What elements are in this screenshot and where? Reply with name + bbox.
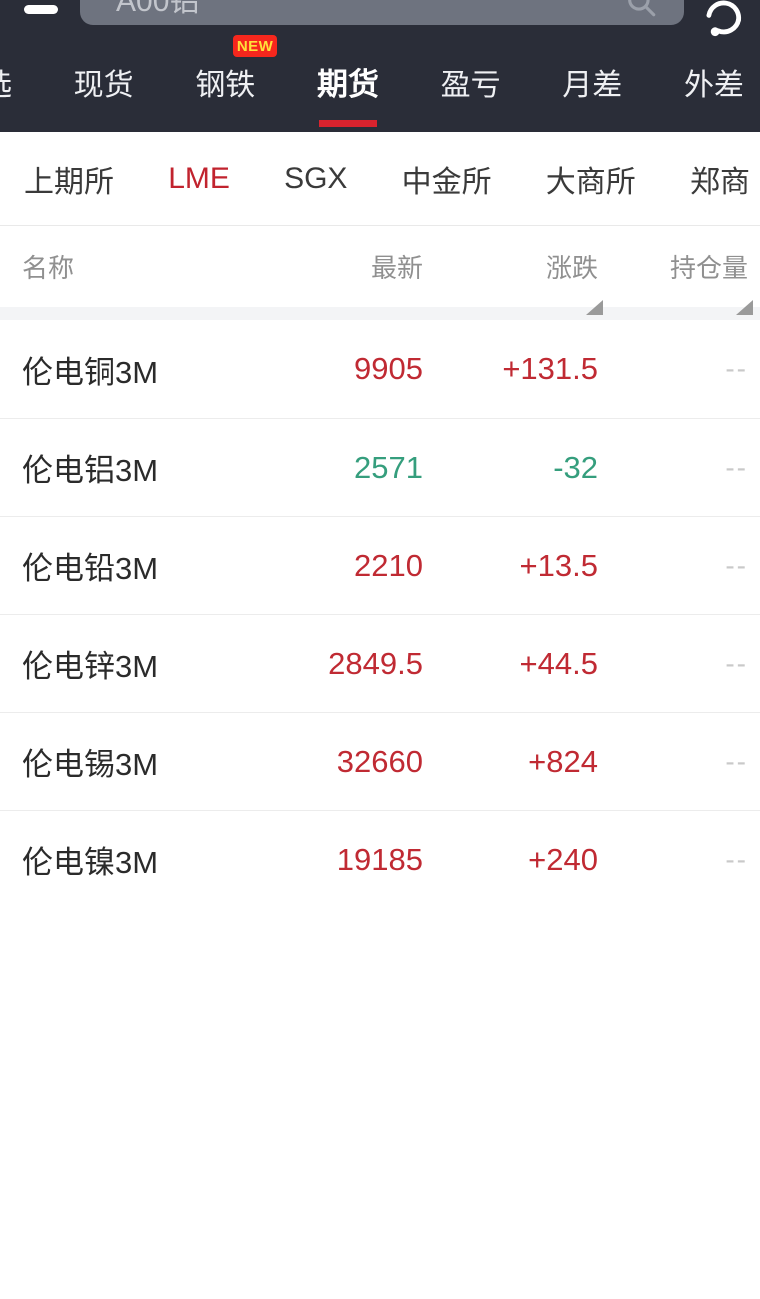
quote-row-tin[interactable]: 伦电锡3M 32660 +824 -- [0, 712, 760, 810]
nav-tab-pnl[interactable]: 盈亏 [440, 68, 501, 102]
open-interest: -- [725, 745, 748, 777]
app-header: A00铝 选 现货 钢铁 NEW 期货 盈亏 月差 外差 [0, 0, 760, 132]
contract-name: 伦电铅3M [22, 551, 159, 586]
header-col-change[interactable]: 涨跌 [423, 248, 603, 315]
nav-tab-external-spread[interactable]: 外差 [683, 68, 744, 102]
main-nav-tabs: 选 现货 钢铁 NEW 期货 盈亏 月差 外差 [0, 25, 760, 132]
header-col-position[interactable]: 持仓量 [598, 248, 753, 315]
open-interest: -- [725, 549, 748, 581]
exchange-tabs: 上期所 LME SGX 中金所 大商所 郑商 [0, 132, 760, 226]
header-col-change-label: 涨跌 [545, 253, 598, 283]
search-icon [628, 0, 656, 16]
exchange-tab-czce[interactable]: 郑商 [689, 165, 750, 199]
new-badge: NEW [232, 34, 278, 57]
headset-icon [706, 0, 742, 37]
search-value: A00铝 [116, 0, 200, 18]
nav-tab-steel-label: 钢铁 [195, 68, 256, 102]
last-price: 32660 [336, 743, 423, 779]
header-col-last: 最新 [370, 253, 423, 283]
header-col-position-label: 持仓量 [669, 253, 748, 283]
exchange-tab-dce[interactable]: 大商所 [545, 165, 636, 199]
open-interest: -- [725, 451, 748, 483]
top-bar: A00铝 [0, 0, 760, 37]
quote-list: 伦电铜3M 9905 +131.5 -- 伦电铝3M 2571 -32 -- 伦… [0, 320, 760, 908]
price-change: +131.5 [502, 351, 598, 386]
quote-row-lead[interactable]: 伦电铅3M 2210 +13.5 -- [0, 516, 760, 614]
exchange-tab-lme[interactable]: LME [168, 161, 230, 195]
last-price: 2849.5 [328, 645, 423, 681]
last-price: 19185 [336, 841, 423, 877]
quote-row-copper[interactable]: 伦电铜3M 9905 +131.5 -- [0, 320, 760, 418]
price-change: +44.5 [519, 645, 598, 681]
quote-row-nickel[interactable]: 伦电镍3M 19185 +240 -- [0, 810, 760, 908]
nav-tab-steel[interactable]: 钢铁 NEW [195, 34, 278, 104]
contract-name: 伦电铜3M [22, 354, 159, 390]
contract-name: 伦电铝3M [22, 453, 159, 488]
customer-service-button[interactable] [698, 0, 750, 37]
last-price: 9905 [354, 351, 423, 386]
sort-triangle-icon [736, 300, 753, 315]
last-price: 2210 [354, 547, 423, 583]
exchange-tab-shfe[interactable]: 上期所 [24, 165, 114, 199]
hamburger-icon [24, 5, 58, 14]
price-change: +824 [528, 743, 598, 779]
quote-row-aluminum[interactable]: 伦电铝3M 2571 -32 -- [0, 418, 760, 516]
menu-button[interactable] [24, 3, 58, 19]
contract-name: 伦电镍3M [22, 845, 159, 880]
quote-row-zinc[interactable]: 伦电锌3M 2849.5 +44.5 -- [0, 614, 760, 712]
last-price: 2571 [354, 449, 423, 485]
sort-triangle-icon [586, 300, 603, 315]
nav-tab-watchlist[interactable]: 选 [0, 60, 12, 104]
contract-name: 伦电锌3M [22, 649, 159, 684]
quote-table-header: 名称 最新 涨跌 持仓量 [0, 226, 760, 315]
exchange-tab-cffex[interactable]: 中金所 [401, 165, 492, 199]
search-input[interactable]: A00铝 [80, 0, 684, 25]
section-separator [0, 307, 760, 320]
open-interest: -- [725, 647, 748, 679]
nav-tab-month-spread[interactable]: 月差 [562, 68, 623, 102]
nav-tab-spot[interactable]: 现货 [73, 68, 134, 102]
header-col-name: 名称 [22, 253, 75, 283]
open-interest: -- [725, 843, 748, 875]
exchange-tab-sgx[interactable]: SGX [284, 161, 348, 195]
price-change: -32 [553, 449, 598, 485]
contract-name: 伦电锡3M [22, 747, 159, 782]
nav-tab-futures[interactable]: 期货 [317, 59, 379, 104]
price-change: +240 [528, 841, 598, 877]
price-change: +13.5 [519, 547, 598, 583]
open-interest: -- [725, 353, 748, 384]
